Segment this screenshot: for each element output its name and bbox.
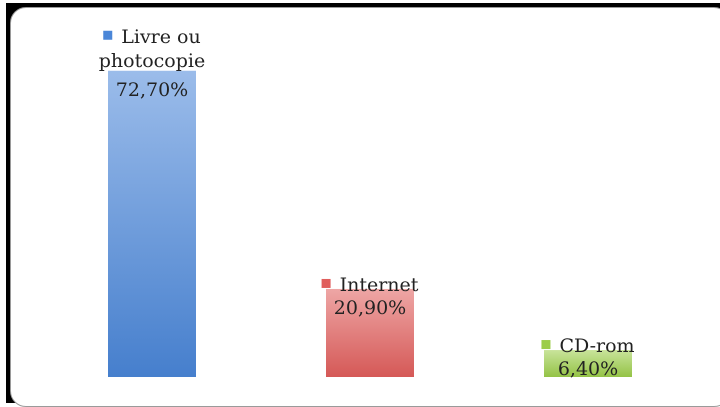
- category-label-internet-line-1: Internet: [340, 274, 419, 296]
- legend-marker-internet: [321, 278, 331, 288]
- bar-cd-rom: [544, 350, 632, 377]
- category-label-cd-rom-line-1: CD-rom: [559, 335, 634, 357]
- bar-internet: [326, 288, 414, 377]
- value-label-internet: 20,90%: [334, 297, 406, 319]
- legend-marker-livre-ou-photocopie: [103, 30, 113, 40]
- bars-group: [108, 70, 632, 377]
- value-label-livre-ou-photocopie: 72,70%: [116, 79, 188, 101]
- value-label-cd-rom: 6,40%: [558, 358, 618, 380]
- category-label-livre-ou-photocopie-line-1: Livre ou: [121, 26, 200, 48]
- category-label-livre-ou-photocopie-line-2: photocopie: [99, 50, 205, 72]
- legend-marker-cd-rom: [541, 340, 551, 350]
- bar-livre-ou-photocopie: [108, 70, 196, 377]
